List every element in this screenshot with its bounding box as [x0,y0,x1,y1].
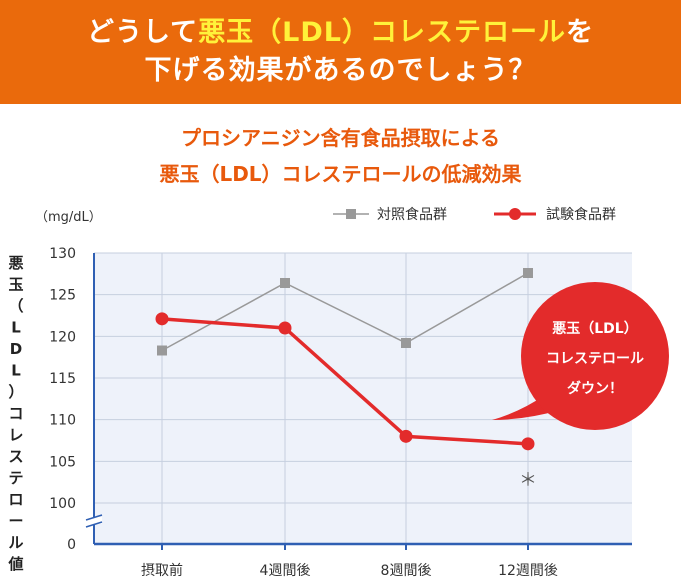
banner-text-2b: でしょう？ [396,55,537,86]
banner-line-1: どうして悪玉（LDL）コレステロールを [87,14,594,52]
banner-line-2: 下げる効果があるのでしょう？ [145,52,537,90]
series-line-control [161,272,529,352]
data-point-test [155,312,169,326]
legend-label-control: 対照食品群 [377,206,447,223]
x-tick-label: 8週間後 [381,563,432,579]
x-tick-label: 12週間後 [498,563,558,579]
series-line-test [161,317,529,446]
y-axis-title-char: 悪 [8,254,23,272]
y-axis-title-char: L [11,362,21,380]
header-banner: どうして悪玉（LDL）コレステロールを 下げる効果があるのでしょう？ [0,0,681,104]
data-point-test [521,437,535,451]
banner-highlight-ldl: 悪玉（LDL）コレステロール [198,17,567,48]
y-tick-label: 125 [49,288,76,304]
data-point-test [278,321,292,335]
y-tick-label: 130 [49,246,76,262]
x-tick-label: 4週間後 [260,563,311,579]
y-axis-title-char: D [10,340,22,358]
y-unit-label: （mg/dL） [35,210,102,225]
chart-title-line-2: 悪玉（LDL）コレステロールの低減効果 [159,162,522,186]
significance-mark: ＊ [519,470,537,491]
y-axis-title-char: ー [8,512,23,530]
y-axis-title-char: ロ [8,491,23,509]
y-axis-title-char: コ [8,405,23,423]
y-axis-title-char: レ [8,426,23,444]
chart-title-line-1: プロシアニジン含有食品摂取による [181,126,500,150]
legend: 対照食品群 試験食品群 [333,206,616,223]
callout-bubble [492,282,669,430]
banner-text-1a: どうして [86,17,199,48]
y-axis-title-char: 値 [7,555,23,573]
y-axis-break-mark [85,514,103,528]
y-tick-label: 100 [49,496,76,512]
data-point-control [523,268,533,278]
axis-break-gap [86,517,102,524]
banner-text-2a: 下げる効果があるの [144,55,397,86]
y-tick-label: 120 [49,329,76,345]
axis-break-line [85,521,103,528]
x-tick-label: 摂取前 [141,562,183,579]
axis-break-line [85,514,103,521]
callout-line-3: ダウン！ [567,381,623,397]
data-point-control [157,345,167,356]
legend-label-test: 試験食品群 [546,206,616,223]
callout-line-2: コレステロール [546,351,644,367]
y-tick-label: 105 [49,454,76,470]
y-axis-title-char: ） [8,383,23,401]
y-tick-label: 0 [67,537,76,553]
y-axis-title-char: ル [8,534,23,552]
legend-marker-test [509,208,521,220]
banner-text-1c: を [566,17,595,48]
y-axis-title-char: L [11,319,21,337]
y-tick-label: 115 [49,371,76,387]
callout-circle [521,282,669,430]
callout-line-1: 悪玉（LDL） [552,321,638,337]
legend-marker-control [346,209,356,219]
y-axis-title-char: 玉 [8,276,23,294]
y-tick-label: 110 [49,413,76,429]
data-point-control [280,278,290,288]
y-axis-title-char: テ [8,469,23,487]
data-point-control [401,338,411,348]
y-axis-title-char: （ [8,297,23,315]
y-axis-title-char: ス [8,448,23,466]
data-point-test [399,429,413,443]
